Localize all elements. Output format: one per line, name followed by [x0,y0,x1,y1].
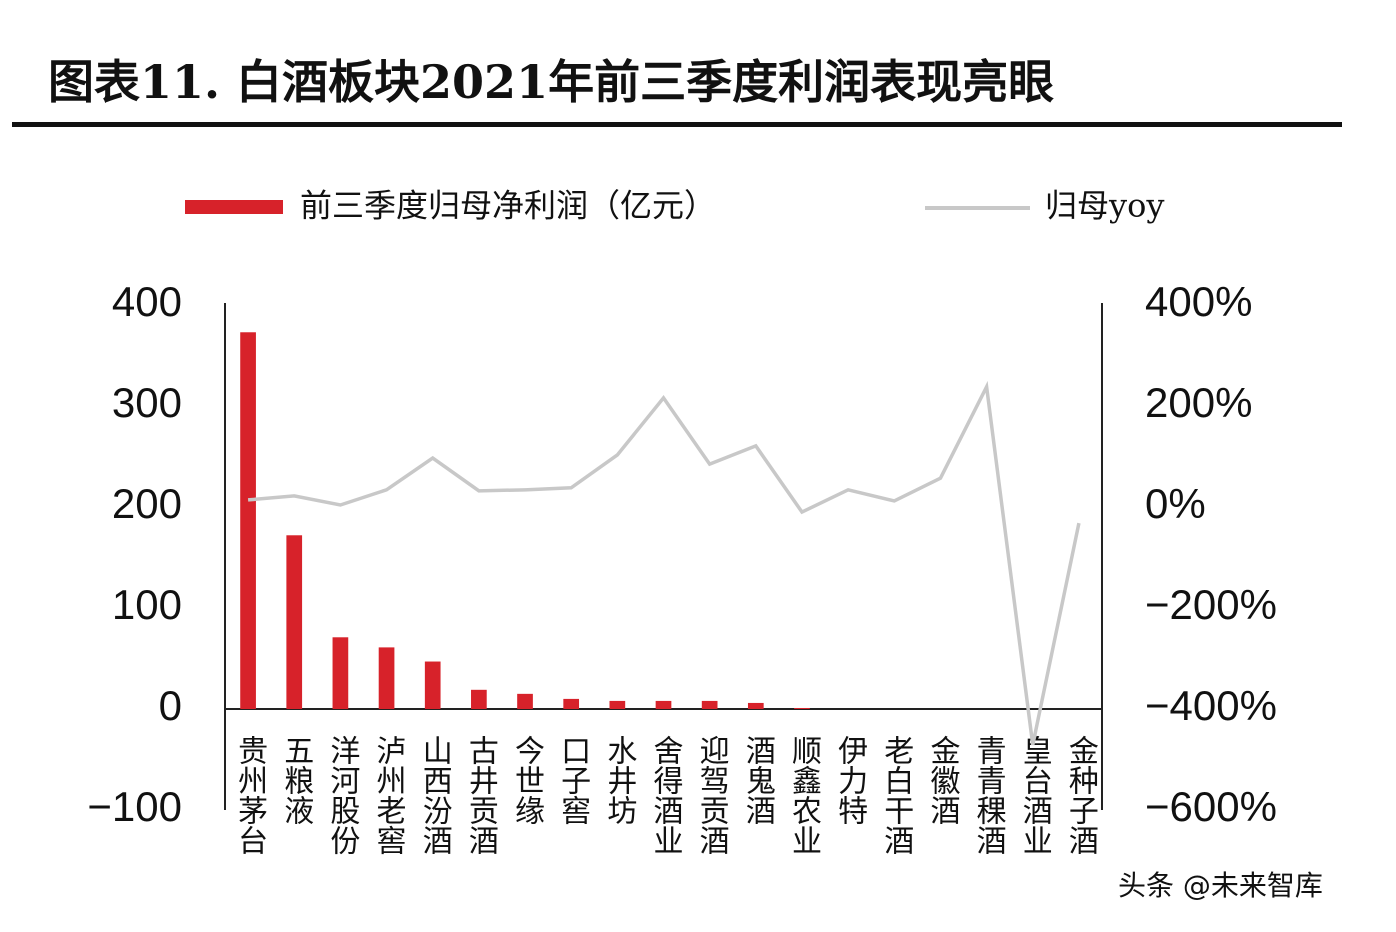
bar [378,647,395,709]
x-tick-label: 五粮液 [278,735,313,825]
bar [424,661,441,709]
y2-tick-label: −600% [1145,783,1277,830]
bar [609,700,626,709]
y-tick-label: 100 [112,581,182,628]
bar [655,700,672,709]
y-tick-label: 200 [112,480,182,527]
x-tick-label: 金徽酒 [924,735,960,825]
x-tick-label: 口子窖 [555,735,590,825]
y2-tick-label: 400% [1145,278,1252,325]
bar [794,707,810,709]
bar [240,332,256,709]
line [247,380,1081,746]
x-tick-label: 今世缘 [509,735,544,825]
chart-title: 图表11. 白酒板块2021年前三季度利润表现亮眼 [48,55,1054,109]
x-tick-label: 洋河股份 [324,735,360,855]
x-tick-label: 古井贡酒 [463,735,498,855]
y2-tick-label: −400% [1145,682,1277,729]
bar [286,535,303,709]
title-rule [12,122,1342,127]
x-tick-label: 金种子酒 [1063,735,1099,855]
legend-label: 前三季度归母净利润（亿元） [300,187,716,225]
x-tick-label: 顺鑫农业 [786,735,822,855]
bar [701,700,718,709]
x-tick-label: 老白干酒 [878,735,914,855]
y-tick-label: 300 [112,379,182,426]
legend-swatch [185,200,283,214]
y2-tick-label: −200% [1145,581,1277,628]
bar [332,637,349,709]
y-tick-label: 0 [159,682,182,729]
watermark: 头条 @未来智库 [1118,869,1323,902]
x-tick-label: 皇台酒业 [1017,735,1052,855]
x-tick-label: 伊力特 [832,735,868,825]
bar [471,689,487,709]
x-tick-label: 贵州茅台 [232,735,268,855]
x-tick-label: 舍得酒业 [648,735,684,855]
x-tick-label: 迎驾贡酒 [694,735,729,855]
y2-tick-label: 0% [1145,480,1206,527]
x-tick-label: 青青稞酒 [971,735,1007,855]
x-tick-label: 酒鬼酒 [740,735,775,825]
y-tick-label: −100 [87,783,182,830]
y2-tick-label: 200% [1145,379,1252,426]
y-tick-label: 400 [112,278,182,325]
bar [563,698,580,709]
bar [747,702,764,709]
x-tick-label: 泸州老窖 [371,735,407,855]
legend-label: 归母yoy [1045,187,1164,225]
bar [517,693,533,709]
x-tick-label: 山西汾酒 [417,735,452,855]
x-tick-label: 水井坊 [601,735,636,825]
